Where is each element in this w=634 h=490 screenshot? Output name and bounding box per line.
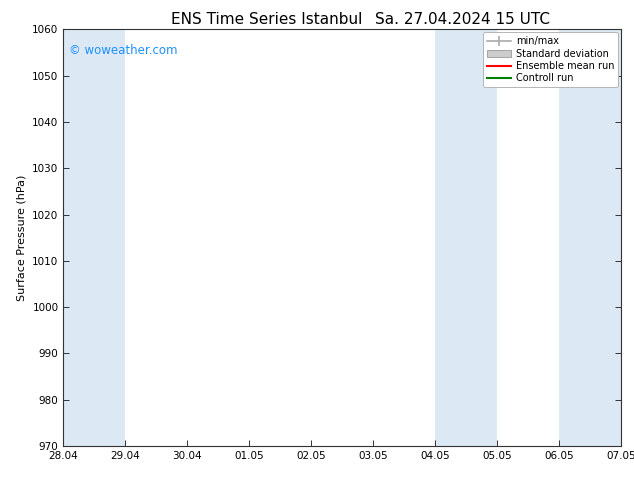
Text: Sa. 27.04.2024 15 UTC: Sa. 27.04.2024 15 UTC bbox=[375, 12, 550, 27]
Text: ENS Time Series Istanbul: ENS Time Series Istanbul bbox=[171, 12, 362, 27]
Text: © woweather.com: © woweather.com bbox=[69, 44, 178, 57]
Bar bbox=[559, 29, 621, 446]
Legend: min/max, Standard deviation, Ensemble mean run, Controll run: min/max, Standard deviation, Ensemble me… bbox=[483, 32, 618, 87]
Bar bbox=[63, 29, 126, 446]
Bar bbox=[436, 29, 497, 446]
Y-axis label: Surface Pressure (hPa): Surface Pressure (hPa) bbox=[16, 174, 27, 301]
